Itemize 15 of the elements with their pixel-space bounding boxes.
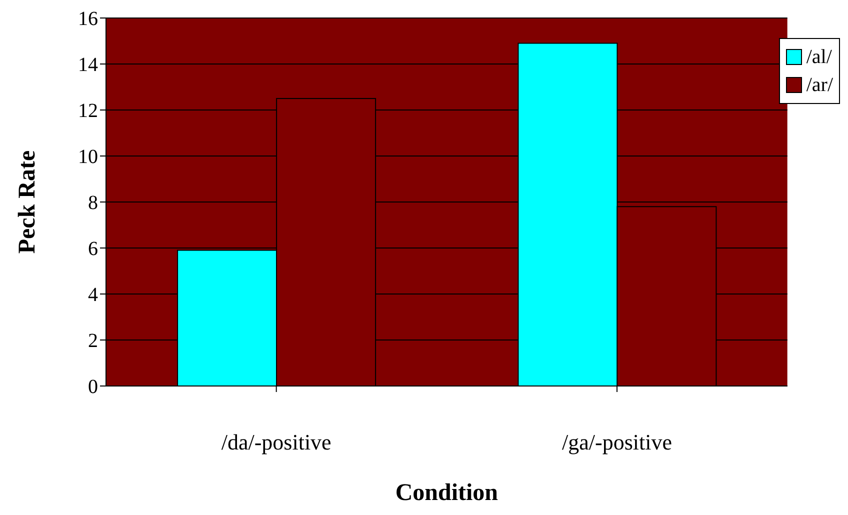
y-tick-label: 8 [88, 192, 98, 214]
y-tick-label: 6 [88, 238, 98, 260]
x-axis-title: Condition [395, 480, 498, 506]
y-tick-label: 2 [88, 330, 98, 352]
legend-label: /al/ [806, 45, 832, 70]
y-axis-title: Peck Rate [14, 150, 41, 254]
y-tick-label: 10 [78, 146, 98, 168]
y-tick-label: 16 [78, 8, 98, 30]
y-tick-label: 0 [88, 376, 98, 398]
x-tick-label: /ga/-positive [562, 430, 672, 455]
x-tick-label: /da/-positive [221, 430, 332, 455]
legend-label: /ar/ [806, 73, 833, 98]
y-tick-label: 4 [88, 284, 98, 306]
y-tick-label: 14 [78, 54, 98, 76]
y-tick-label: 12 [78, 100, 98, 122]
